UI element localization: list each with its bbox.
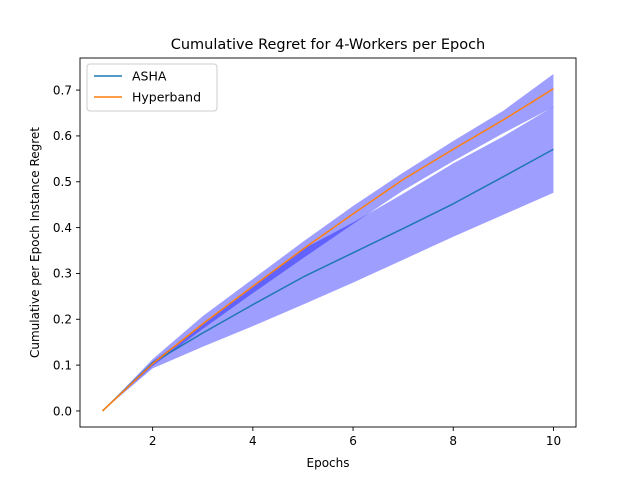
- x-tick-label: 2: [149, 434, 157, 448]
- y-tick-label: 0.1: [53, 358, 72, 372]
- y-axis-label: Cumulative per Epoch Instance Regret: [28, 127, 42, 358]
- x-tick-label: 8: [449, 434, 457, 448]
- y-tick-label: 0.3: [53, 267, 72, 281]
- y-axis-ticks: 0.0 0.1 0.2 0.3 0.4 0.5 0.6 0.7: [53, 83, 80, 418]
- y-tick-label: 0.7: [53, 83, 72, 97]
- plot-frame: [79, 57, 577, 428]
- x-tick-label: 10: [546, 434, 561, 448]
- x-axis-ticks: 2 4 6 8 10: [149, 427, 561, 448]
- chart-title: Cumulative Regret for 4-Workers per Epoc…: [171, 37, 486, 53]
- x-axis-label: Epochs: [307, 456, 350, 470]
- x-tick-label: 6: [349, 434, 357, 448]
- band-hyperband: [102, 74, 554, 411]
- y-tick-label: 0.5: [53, 175, 72, 189]
- band-asha: [102, 106, 554, 411]
- line-hyperband: [102, 88, 554, 412]
- legend-label-asha: ASHA: [132, 69, 167, 84]
- y-tick-label: 0.6: [53, 129, 72, 143]
- series-lines: [102, 88, 554, 412]
- legend-label-hyperband: Hyperband: [132, 90, 201, 105]
- y-tick-label: 0.2: [53, 313, 72, 327]
- x-tick-label: 4: [249, 434, 257, 448]
- y-tick-label: 0.4: [53, 221, 72, 235]
- line-asha: [102, 148, 554, 412]
- confidence-bands: [102, 74, 554, 411]
- y-tick-label: 0.0: [53, 404, 72, 418]
- legend: ASHA Hyperband: [86, 63, 218, 112]
